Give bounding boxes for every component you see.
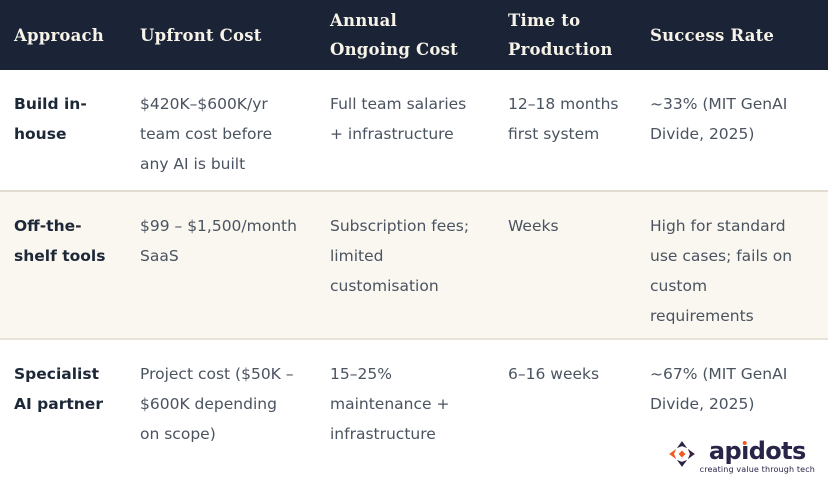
apidots-logo: ap ıdots creating value through tech (668, 439, 815, 474)
table-row: Specialist AI partner Project cost ($50K… (0, 338, 828, 478)
cell-upfront-cost: $420K–$600K/yr team cost before any AI i… (140, 95, 273, 173)
cell-upfront-cost: Project cost ($50K – $600K depending on … (140, 365, 294, 443)
cell-time-to-production: Weeks (508, 217, 559, 235)
logo-text-block: ap ıdots creating value through tech (699, 439, 815, 475)
column-header-label: Success Rate (650, 25, 775, 45)
table-header-row: Approach Upfront Cost Annual Ongoing Cos… (0, 0, 828, 70)
column-header-label: Upfront Cost (140, 25, 262, 45)
table-row: Build in-house $420K–$600K/yr team cost … (0, 70, 828, 190)
cell-success-rate: High for standard use cases; fails on cu… (650, 217, 793, 325)
logo-wordmark: ap ıdots (709, 439, 806, 464)
column-header-success-rate: Success Rate (636, 0, 828, 70)
cell-annual-ongoing-cost: Subscription fees; limited customisation (330, 217, 470, 295)
column-header-upfront-cost: Upfront Cost (126, 0, 316, 70)
column-header-label: Time to Production (508, 11, 613, 59)
cell-annual-ongoing-cost: 15–25% maintenance + infrastructure (330, 365, 450, 443)
apidots-diamond-icon (668, 441, 695, 467)
cell-approach: Build in-house (14, 95, 87, 143)
table-row: Off-the-shelf tools $99 – $1,500/month S… (0, 190, 828, 338)
cell-success-rate: ~67% (MIT GenAI Divide, 2025) (650, 365, 788, 413)
column-header-label: Approach (14, 25, 104, 45)
cell-time-to-production: 6–16 weeks (508, 365, 600, 383)
cell-time-to-production: 12–18 months first system (508, 95, 619, 143)
column-header-label: Annual Ongoing Cost (330, 11, 458, 59)
orange-i-dot-icon (742, 440, 748, 446)
cell-approach: Off-the-shelf tools (14, 217, 106, 265)
brand-part: ı (741, 437, 749, 465)
brand-part: ap (708, 437, 742, 465)
column-header-approach: Approach (0, 0, 126, 70)
brand-part: dots (748, 437, 807, 465)
cell-approach: Specialist AI partner (14, 365, 103, 413)
column-header-time-to-production: Time to Production (494, 0, 636, 70)
cell-annual-ongoing-cost: Full team salaries + infrastructure (330, 95, 467, 143)
cell-upfront-cost: $99 – $1,500/month SaaS (140, 217, 297, 265)
cell-success-rate: ~33% (MIT GenAI Divide, 2025) (650, 95, 788, 143)
logo-tagline: creating value through tech (699, 465, 815, 474)
brand-letter-i: ı (741, 439, 749, 464)
column-header-annual-ongoing-cost: Annual Ongoing Cost (316, 0, 494, 70)
